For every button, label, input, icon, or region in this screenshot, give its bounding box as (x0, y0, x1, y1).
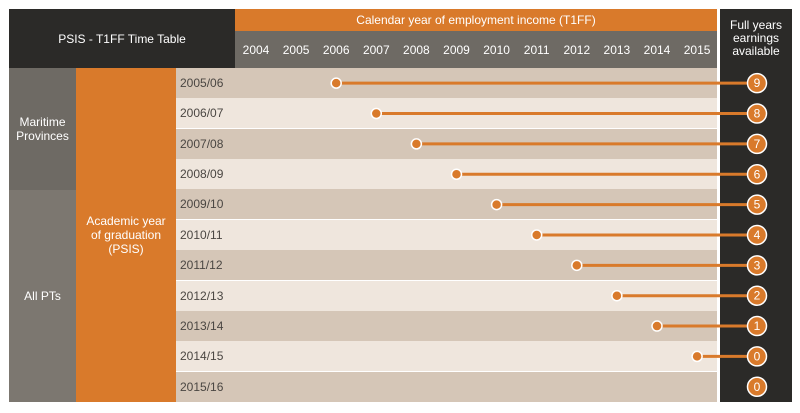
group-maritime-provinces: Maritime Provinces (9, 68, 76, 190)
year-label-2010: 2010 (483, 42, 510, 57)
full-years-value: 5 (754, 198, 761, 212)
graduation-year-label: 2013/14 (180, 318, 224, 333)
full-years-badge (746, 255, 768, 276)
year-label-2008: 2008 (403, 42, 430, 57)
year-label-2011: 2011 (523, 42, 550, 57)
graduation-year-label: 2015/16 (180, 379, 224, 394)
graduation-year-label: 2014/15 (180, 349, 224, 364)
year-label-2006: 2006 (322, 42, 350, 57)
year-label-2009: 2009 (443, 42, 470, 57)
academic-year-label: Academic year of graduation (PSIS) (76, 68, 176, 402)
table-title: PSIS - T1FF Time Table (9, 9, 235, 68)
start-year-dot (571, 259, 583, 272)
full-years-value: 7 (754, 137, 761, 151)
start-year-dot (651, 320, 663, 332)
graduation-year-label: 2007/08 (180, 136, 224, 151)
calendar-year-header: Calendar year of employment income (T1FF… (235, 9, 717, 31)
full-years-value: 3 (754, 258, 761, 272)
start-year-dot (611, 289, 623, 302)
start-year-dot (370, 107, 383, 120)
full-years-badge (746, 346, 768, 367)
table-row: 2015/16 (176, 371, 717, 402)
full-years-value: 9 (754, 76, 761, 90)
year-label-2015: 2015 (683, 42, 711, 57)
group-all-pts: All PTs (9, 190, 76, 402)
graduation-year-label: 2010/11 (180, 227, 223, 242)
full-years-badge (746, 133, 768, 155)
graduation-year-label: 2009/10 (180, 197, 224, 212)
full-years-value: 8 (754, 107, 761, 121)
full-years-value: 4 (754, 228, 761, 242)
graduation-year-label: 2006/07 (180, 106, 224, 121)
full-years-badge (746, 72, 768, 94)
graduation-year-label: 2011/12 (180, 258, 223, 273)
table-row: 2013/14 (176, 310, 717, 341)
full-years-value: 6 (754, 167, 761, 181)
year-label-2005: 2005 (282, 42, 310, 57)
year-label-2012: 2012 (563, 42, 591, 57)
graduation-year-label: 2012/13 (180, 288, 224, 303)
year-label-2004: 2004 (242, 42, 270, 57)
start-year-dot (691, 350, 703, 363)
year-label-2013: 2013 (603, 42, 631, 57)
graduation-year-label: 2005/06 (180, 76, 224, 90)
graduation-year-label: 2008/09 (180, 167, 224, 182)
year-label-2007: 2007 (362, 42, 390, 57)
start-year-dot (450, 168, 463, 181)
year-label-2014: 2014 (643, 42, 671, 57)
table-row: 2014/15 (176, 341, 717, 372)
full-years-badge (746, 164, 768, 185)
start-year-dot (410, 138, 423, 150)
full-years-value: 1 (754, 319, 761, 333)
full-years-badge (746, 285, 768, 306)
full-years-value: 2 (754, 289, 761, 303)
year-header-row: 2004 2005 2006 2007 2008 2009 2010 2011 2012 2013… (235, 31, 717, 68)
start-year-dot (490, 198, 503, 211)
full-years-header: Full years earnings available (720, 9, 792, 68)
full-years-value: 0 (754, 349, 761, 363)
full-years-badge (746, 103, 768, 124)
full-years-value: 0 (754, 380, 761, 394)
start-year-dot (530, 229, 543, 241)
start-year-dot (330, 77, 342, 89)
full-years-badge (746, 224, 768, 246)
full-years-badge (746, 194, 768, 215)
full-years-badge (746, 315, 768, 337)
full-years-badge (746, 376, 768, 398)
